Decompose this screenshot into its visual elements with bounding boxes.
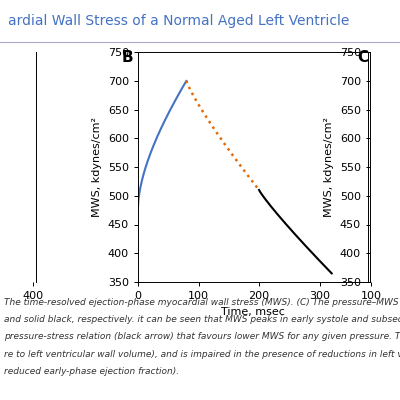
Y-axis label: MWS, kdynes/cm²: MWS, kdynes/cm² <box>92 117 102 217</box>
Text: reduced early-phase ejection fraction).: reduced early-phase ejection fraction). <box>4 367 179 376</box>
Text: re to left ventricular wall volume), and is impaired in the presence of reductio: re to left ventricular wall volume), and… <box>4 350 400 358</box>
Y-axis label: MWS, kdynes/cm²: MWS, kdynes/cm² <box>324 117 334 217</box>
X-axis label: Time, msec: Time, msec <box>221 306 285 316</box>
Text: C: C <box>357 50 368 65</box>
Text: ardial Wall Stress of a Normal Aged Left Ventricle: ardial Wall Stress of a Normal Aged Left… <box>8 14 349 28</box>
Text: pressure-stress relation (black arrow) that favours lower MWS for any given pres: pressure-stress relation (black arrow) t… <box>4 332 400 341</box>
Text: and solid black, respectively. it can be seen that MWS peaks in early systole an: and solid black, respectively. it can be… <box>4 315 400 324</box>
Text: B: B <box>122 50 134 65</box>
Text: The time-resolved ejection-phase myocardial wall stress (MWS). (C) The pressure–: The time-resolved ejection-phase myocard… <box>4 298 400 307</box>
